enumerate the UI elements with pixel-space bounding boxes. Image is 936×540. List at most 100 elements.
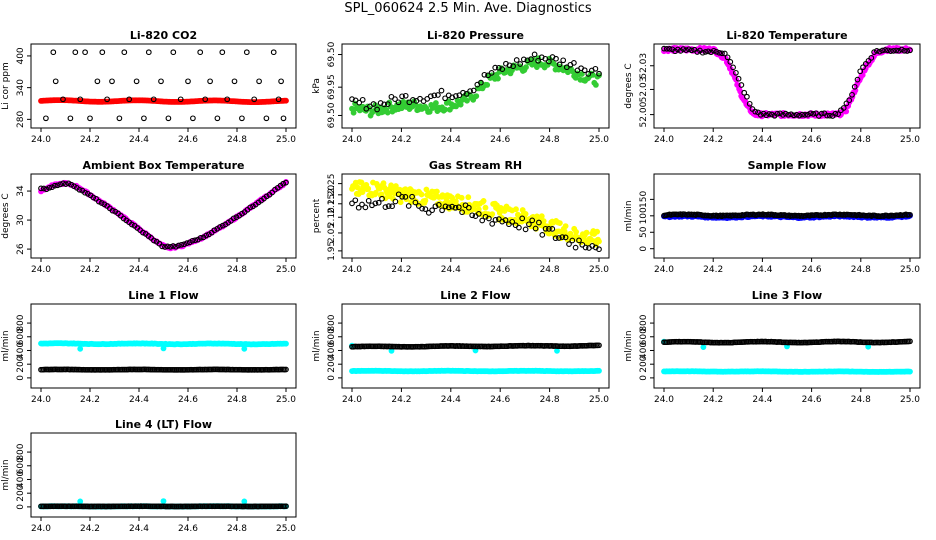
data-point — [802, 112, 808, 118]
data-point — [546, 226, 552, 232]
data-point — [484, 82, 491, 88]
data-point — [674, 46, 681, 53]
data-point — [409, 193, 415, 200]
series-2 — [38, 366, 289, 373]
data-point — [702, 49, 709, 55]
data-point — [150, 96, 157, 103]
data-point — [531, 51, 538, 58]
data-point — [556, 61, 563, 68]
data-point — [661, 45, 667, 52]
series-2 — [43, 49, 287, 122]
y-tick-label: 800 — [639, 314, 649, 331]
x-tick-label: 25.0 — [276, 524, 296, 534]
y-tick-label: 30 — [16, 214, 26, 226]
y-tick-label: 600 — [16, 328, 26, 345]
data-point — [782, 110, 789, 117]
data-point — [506, 62, 513, 69]
y-tick-label: 2.25 — [327, 174, 337, 194]
y-axis-label: kPa — [312, 78, 322, 94]
x-tick-label: 24.2 — [391, 395, 411, 405]
plot-frame — [30, 173, 297, 259]
data-point — [439, 207, 445, 214]
data-point — [151, 237, 157, 244]
data-point — [470, 87, 477, 94]
data-point — [463, 91, 470, 97]
data-point — [907, 211, 913, 218]
y-axis-label: degrees C — [1, 193, 11, 238]
data-point — [556, 235, 562, 241]
data-point — [54, 182, 61, 189]
data-point — [735, 75, 742, 82]
data-point — [464, 97, 470, 104]
y-tick-label: 2.10 — [327, 207, 337, 227]
data-point — [713, 48, 720, 55]
y-axis-label: ml/min — [1, 330, 11, 361]
data-point — [214, 115, 221, 122]
data-point — [49, 184, 55, 191]
y-tick-label: 280 — [16, 110, 26, 127]
data-point — [688, 47, 695, 54]
x-tick-label: 24.6 — [802, 135, 822, 145]
data-point — [887, 48, 894, 54]
data-point — [378, 191, 385, 198]
data-point — [392, 183, 399, 189]
y-tick-label: 69.95 — [327, 74, 337, 100]
x-tick-label: 24.2 — [391, 135, 411, 145]
plot-frame — [30, 43, 297, 129]
data-point — [399, 193, 405, 200]
data-point — [173, 243, 179, 250]
x-tick-label: 24.0 — [31, 135, 51, 145]
data-point — [524, 57, 531, 64]
data-point — [43, 115, 49, 122]
data-point — [445, 204, 452, 211]
data-point — [177, 96, 184, 103]
data-point — [489, 221, 496, 227]
y-axis-label: percent — [312, 198, 322, 233]
data-point — [62, 181, 69, 187]
panel-3: Li-820 Temperature degrees C 24.0 24.2 24.4 2… — [624, 29, 921, 145]
data-point — [185, 78, 191, 85]
data-point — [82, 49, 88, 56]
x-tick-label: 24.0 — [31, 265, 51, 275]
data-point — [190, 115, 196, 122]
plot-frame — [653, 303, 921, 389]
data-point — [452, 204, 459, 211]
y-tick-label: 0 — [639, 375, 649, 381]
y-tick-label: 600 — [327, 328, 337, 345]
x-tick-label: 24.6 — [178, 524, 198, 534]
data-point — [596, 367, 602, 374]
data-point — [579, 71, 585, 77]
data-point — [592, 65, 599, 72]
data-point — [233, 214, 240, 221]
y-tick-label: 0 — [16, 375, 26, 381]
data-point — [438, 87, 445, 94]
data-point — [82, 189, 88, 196]
data-point — [529, 217, 536, 224]
data-point — [219, 222, 226, 229]
data-point — [270, 49, 277, 56]
data-point — [170, 243, 176, 249]
data-point — [581, 67, 588, 74]
data-point — [392, 96, 398, 102]
data-point — [126, 96, 133, 103]
data-point — [197, 234, 204, 241]
data-point — [359, 201, 365, 208]
data-point — [459, 209, 465, 216]
plot-frame — [341, 173, 610, 259]
data-point — [94, 78, 101, 85]
data-point — [72, 49, 79, 56]
series-1 — [349, 342, 602, 375]
panel-10: Line 4 (LT) Flow ml/min 24.0 24.2 24.4 24.6 24… — [1, 418, 297, 534]
data-point — [392, 198, 399, 205]
data-point — [492, 64, 499, 71]
data-point — [404, 99, 411, 106]
x-tick-label: 24.0 — [654, 395, 674, 405]
y-axis-label: ml/min — [1, 459, 11, 490]
x-tick-label: 25.0 — [589, 265, 609, 275]
data-point — [432, 203, 439, 210]
data-point — [141, 115, 147, 122]
data-point — [192, 237, 199, 244]
data-point — [716, 49, 723, 56]
data-point — [579, 241, 586, 248]
data-point — [536, 219, 542, 226]
